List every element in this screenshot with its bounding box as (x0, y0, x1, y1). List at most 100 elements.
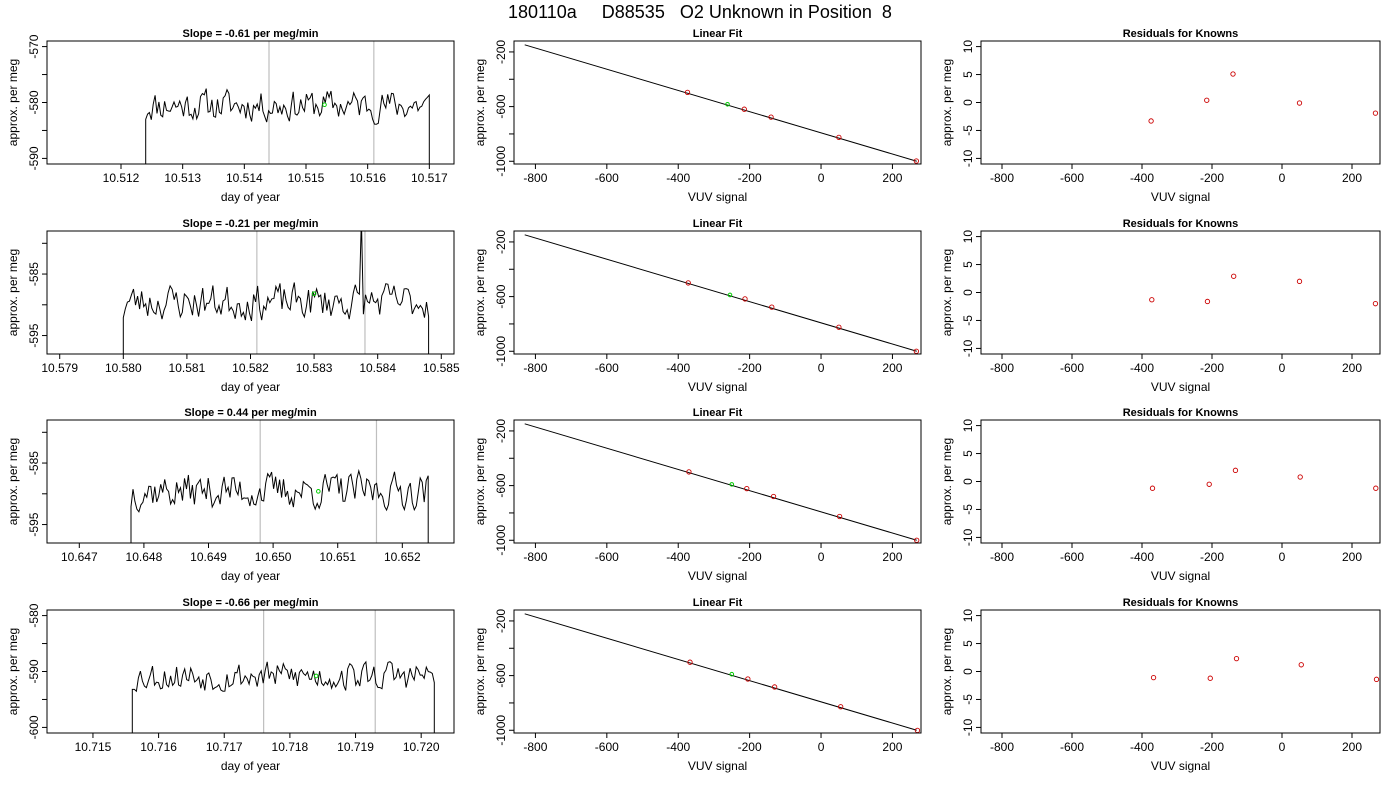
x-tick-label: 10.719 (337, 740, 374, 754)
known-point (1233, 655, 1240, 662)
x-axis-label: VUV signal (1151, 190, 1210, 204)
y-tick-label: -600 (494, 94, 508, 118)
y-axis-label: approx. per meg (473, 628, 487, 715)
y-tick-label: 5 (961, 450, 975, 457)
known-point (1297, 474, 1303, 480)
x-tick-label: 10.512 (103, 171, 140, 185)
x-tick-label: -200 (738, 550, 762, 564)
x-tick-label: -800 (523, 171, 547, 185)
x-tick-label: 10.582 (232, 361, 269, 375)
x-axis-label: VUV signal (1151, 569, 1210, 583)
known-point (687, 659, 693, 665)
plot-frame (513, 230, 922, 355)
chart-title: Linear Fit (693, 28, 743, 40)
y-tick-label: 10 (961, 40, 975, 54)
x-tick-label: 10.648 (126, 550, 163, 564)
known-point (744, 485, 750, 492)
x-tick-label: 10.579 (41, 361, 78, 375)
unknown-point (311, 291, 317, 297)
y-tick-label: -600 (494, 284, 508, 308)
x-tick-label: -600 (595, 171, 619, 185)
known-point (1230, 71, 1236, 77)
y-tick-label: 0 (961, 289, 975, 296)
chart-title: Slope = -0.61 per meg/min (182, 28, 318, 40)
page-title: 180110a D88535 O2 Unknown in Position 8 (508, 2, 892, 22)
known-point (836, 324, 842, 330)
y-tick-label: 5 (961, 640, 975, 647)
unknown-point (729, 482, 735, 487)
plot-frame (513, 419, 922, 544)
y-tick-label: -1000 (494, 146, 508, 177)
y-axis-label: approx. per meg (6, 59, 20, 146)
known-point (1232, 467, 1239, 473)
known-point (1204, 298, 1211, 305)
chart-panel-5: Residuals for Knowns -800 -600 -400 -200 0 200… (940, 218, 1381, 394)
y-tick-label: -580 (27, 90, 41, 114)
x-tick-label: 10.515 (288, 171, 325, 185)
fit-line (524, 423, 917, 541)
x-tick-label: -600 (1060, 361, 1084, 375)
plot-area (524, 44, 920, 164)
x-tick-label: -200 (1200, 361, 1224, 375)
chart-panel-9: Slope = -0.66 per meg/min 10.715 10.716 10.… (6, 597, 455, 773)
x-tick-label: -200 (1200, 171, 1224, 185)
x-axis-label: VUV signal (1151, 759, 1210, 773)
plot-area (145, 41, 430, 164)
x-tick-label: -200 (738, 171, 762, 185)
x-tick-label: -800 (990, 361, 1014, 375)
plot-frame (46, 230, 455, 355)
fit-line (524, 44, 917, 162)
known-point (913, 158, 920, 164)
unknown-point (316, 489, 321, 494)
known-point (1206, 481, 1212, 487)
known-point (836, 134, 842, 141)
x-tick-label: -600 (1060, 740, 1084, 754)
unknown-point (727, 292, 733, 298)
known-point (1204, 97, 1210, 103)
y-tick-label: -1000 (494, 336, 508, 367)
chart-title: Slope = -0.21 per meg/min (182, 218, 318, 230)
chart-panel-11: Residuals for Knowns -800 -600 -400 -200 0 200… (940, 597, 1381, 773)
x-tick-label: -200 (738, 740, 762, 754)
known-point (1372, 301, 1379, 307)
data-trace (130, 468, 429, 543)
y-tick-label: 0 (961, 478, 975, 485)
chart-title: Linear Fit (693, 407, 743, 419)
x-tick-label: 200 (1342, 550, 1362, 564)
x-tick-label: 0 (818, 740, 825, 754)
chart-title: Residuals for Knowns (1123, 597, 1239, 609)
chart-title: Residuals for Knowns (1123, 28, 1239, 40)
x-tick-label: -800 (990, 740, 1014, 754)
plot-frame (980, 230, 1381, 355)
y-tick-label: -595 (27, 323, 41, 347)
y-tick-label: -570 (27, 34, 41, 58)
x-tick-label: 10.517 (411, 171, 448, 185)
known-point (742, 296, 748, 302)
y-tick-label: 5 (961, 261, 975, 268)
x-tick-label: 10.652 (384, 550, 421, 564)
x-tick-label: -400 (1130, 550, 1154, 564)
x-tick-label: -400 (666, 171, 690, 185)
y-tick-label: -600 (494, 663, 508, 687)
unknown-point (322, 102, 327, 108)
x-tick-label: -400 (1130, 740, 1154, 754)
known-point (1149, 485, 1156, 491)
x-tick-label: -200 (1200, 550, 1224, 564)
known-point (770, 493, 777, 500)
chart-panel-2: Residuals for Knowns -800 -600 -400 -200 0 200… (940, 28, 1381, 204)
x-tick-label: -800 (523, 361, 547, 375)
x-tick-label: 200 (882, 550, 902, 564)
known-point (1373, 485, 1379, 491)
known-point (1149, 297, 1155, 303)
y-axis-label: approx. per meg (473, 438, 487, 525)
plot-area (122, 231, 430, 354)
x-axis-label: day of year (221, 380, 280, 394)
known-point (1298, 662, 1304, 668)
x-axis-label: VUV signal (1151, 380, 1210, 394)
x-tick-label: 10.716 (140, 740, 177, 754)
chart-title: Linear Fit (693, 218, 743, 230)
fit-line (524, 234, 917, 352)
known-point (1372, 110, 1379, 116)
y-tick-label: -10 (961, 149, 975, 167)
x-tick-label: -400 (666, 740, 690, 754)
